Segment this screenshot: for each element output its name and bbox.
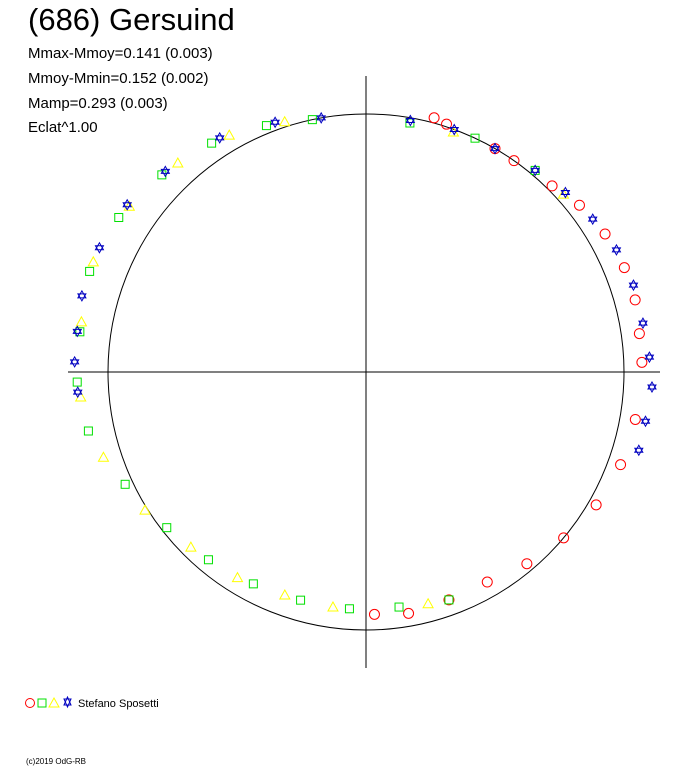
legend-square-icon [37, 698, 47, 708]
data-point-circle [368, 608, 380, 620]
data-point-star [72, 386, 83, 399]
data-point-circle [558, 532, 570, 544]
data-point-square [248, 579, 258, 589]
data-point-circle [573, 199, 585, 211]
data-point-star [94, 241, 105, 254]
data-point-square [72, 377, 82, 387]
data-point-triangle [185, 541, 197, 552]
data-point-square [307, 115, 317, 125]
data-point-star [405, 114, 416, 127]
data-point-star [638, 317, 648, 330]
data-point-star [490, 142, 500, 155]
legend-triangle-icon [48, 696, 60, 708]
data-point-star [560, 186, 571, 199]
data-point-square [344, 604, 354, 614]
data-point-square [203, 555, 213, 565]
data-point-circle [403, 607, 415, 619]
data-point-triangle [422, 597, 434, 609]
data-point-triangle [223, 129, 236, 140]
data-point-star [611, 243, 622, 256]
data-point-star [449, 123, 460, 136]
data-point-square [120, 479, 130, 489]
legend-star-icon [63, 696, 72, 709]
data-point-star [628, 279, 639, 292]
data-point-triangle [278, 115, 291, 127]
data-point-circle [441, 118, 453, 130]
data-point-star [633, 444, 644, 457]
data-point-star [72, 325, 83, 338]
data-point-square [394, 602, 404, 612]
data-point-square [162, 523, 172, 533]
data-point-circle [618, 262, 630, 274]
data-point-square [405, 118, 415, 128]
data-point-triangle [327, 601, 339, 612]
data-point-square [75, 327, 85, 337]
data-point-circle [590, 499, 602, 511]
data-point-circle [629, 294, 641, 306]
data-point-circle [481, 576, 493, 588]
data-point-star [122, 198, 133, 211]
data-point-star [587, 213, 598, 226]
data-point-star [644, 351, 655, 364]
data-point-triangle [75, 315, 88, 327]
data-point-triangle [278, 589, 291, 600]
data-point-circle [546, 180, 558, 192]
chart-title: (686) Gersuind [28, 2, 235, 37]
data-point-triangle [97, 451, 110, 462]
legend-symbols [25, 696, 72, 709]
stat-mamp: Mamp=0.293 (0.003) [28, 95, 168, 112]
legend-circle-icon [25, 698, 35, 708]
stat-mmoy-mmin: Mmoy-Mmin=0.152 (0.002) [28, 70, 209, 87]
data-point-circle [521, 558, 533, 570]
legend-observer: Stefano Sposetti [78, 698, 159, 710]
data-point-star [316, 111, 327, 124]
data-point-star [640, 415, 651, 428]
stat-mmax-mmoy: Mmax-Mmoy=0.141 (0.003) [28, 45, 213, 62]
data-point-star [647, 380, 657, 393]
data-point-square [470, 133, 480, 143]
data-point-triangle [123, 200, 136, 211]
data-point-triangle [171, 156, 184, 168]
data-point-star [160, 165, 171, 178]
data-point-circle [629, 413, 641, 425]
data-point-circle [599, 228, 611, 240]
data-point-star [77, 289, 87, 302]
data-point-triangle [87, 255, 100, 267]
data-point-triangle [139, 504, 151, 515]
data-point-square [114, 213, 124, 223]
data-point-square [85, 266, 95, 276]
data-point-circle [508, 155, 520, 167]
data-point-circle [443, 594, 455, 606]
data-point-square [207, 138, 217, 148]
data-point-star [69, 355, 80, 368]
stat-eclat: Eclat^1.00 [28, 119, 98, 136]
data-point-circle [428, 112, 440, 124]
data-point-star [270, 116, 280, 129]
data-point-triangle [557, 188, 570, 199]
data-point-square [444, 595, 454, 605]
data-point-triangle [231, 571, 244, 583]
data-point-circle [615, 459, 627, 471]
copyright-note: (c)2019 OdG-RB [26, 757, 87, 766]
data-point-circle [636, 356, 648, 368]
data-point-square [261, 121, 271, 131]
data-point-star [214, 131, 225, 144]
data-point-circle [633, 328, 645, 340]
data-point-square [83, 426, 93, 436]
data-point-square [296, 595, 306, 605]
data-point-star [530, 164, 541, 177]
